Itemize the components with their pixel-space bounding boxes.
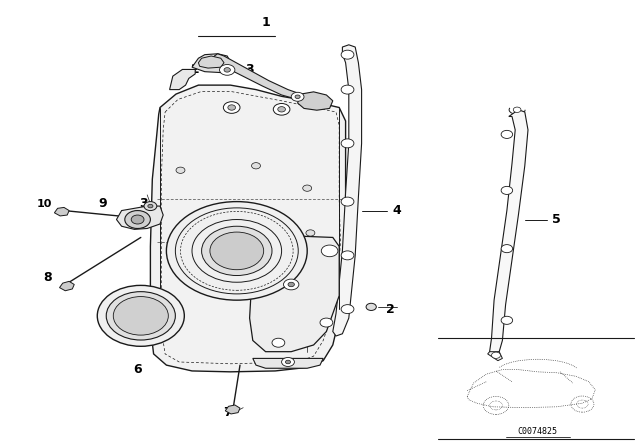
Circle shape — [278, 107, 285, 112]
Circle shape — [97, 285, 184, 346]
Text: C0074825: C0074825 — [518, 427, 557, 436]
Circle shape — [341, 139, 354, 148]
Circle shape — [202, 226, 272, 276]
Polygon shape — [225, 405, 240, 414]
Circle shape — [492, 352, 500, 358]
Polygon shape — [198, 56, 224, 68]
Text: 10: 10 — [37, 199, 52, 209]
Circle shape — [148, 204, 153, 208]
Circle shape — [144, 202, 157, 211]
Circle shape — [513, 107, 521, 112]
Circle shape — [125, 211, 150, 228]
Circle shape — [272, 338, 285, 347]
Polygon shape — [253, 358, 323, 368]
Circle shape — [113, 297, 168, 335]
Text: 3: 3 — [245, 63, 254, 76]
Circle shape — [291, 92, 304, 101]
Text: 5: 5 — [552, 213, 561, 226]
Polygon shape — [60, 281, 74, 291]
Text: 9: 9 — [98, 197, 107, 211]
Circle shape — [341, 305, 354, 314]
Text: 7: 7 — [223, 405, 232, 419]
Polygon shape — [170, 69, 195, 90]
Circle shape — [210, 232, 264, 270]
Polygon shape — [490, 110, 528, 354]
Polygon shape — [54, 207, 69, 216]
Circle shape — [501, 316, 513, 324]
Polygon shape — [488, 352, 502, 361]
Circle shape — [220, 65, 235, 75]
Circle shape — [131, 215, 144, 224]
Text: 3: 3 — [140, 197, 148, 211]
Circle shape — [166, 202, 307, 300]
Circle shape — [223, 102, 240, 113]
Circle shape — [176, 167, 185, 173]
Circle shape — [273, 103, 290, 115]
Circle shape — [501, 186, 513, 194]
Text: 2: 2 — [191, 63, 200, 76]
Polygon shape — [214, 54, 301, 99]
Circle shape — [254, 245, 271, 257]
Circle shape — [284, 279, 299, 290]
Circle shape — [341, 251, 354, 260]
Circle shape — [341, 85, 354, 94]
Circle shape — [295, 95, 300, 99]
Text: 2: 2 — [386, 302, 395, 316]
Circle shape — [341, 50, 354, 59]
Polygon shape — [298, 92, 333, 110]
Circle shape — [282, 358, 294, 366]
Circle shape — [285, 360, 291, 364]
Text: 4: 4 — [392, 204, 401, 217]
Circle shape — [252, 163, 260, 169]
Polygon shape — [333, 45, 362, 336]
Circle shape — [501, 130, 513, 138]
Polygon shape — [116, 206, 163, 229]
Polygon shape — [192, 54, 230, 73]
Circle shape — [288, 282, 294, 287]
Circle shape — [341, 197, 354, 206]
Text: 8: 8 — [44, 271, 52, 284]
Text: 1: 1 — [261, 16, 270, 29]
Polygon shape — [150, 85, 349, 372]
Circle shape — [106, 292, 175, 340]
Circle shape — [306, 230, 315, 236]
Polygon shape — [250, 235, 339, 352]
Circle shape — [320, 318, 333, 327]
Circle shape — [366, 303, 376, 310]
Circle shape — [224, 68, 230, 72]
Circle shape — [228, 105, 236, 110]
Circle shape — [321, 245, 338, 257]
Text: 6: 6 — [133, 363, 142, 376]
Circle shape — [303, 185, 312, 191]
Circle shape — [501, 245, 513, 253]
